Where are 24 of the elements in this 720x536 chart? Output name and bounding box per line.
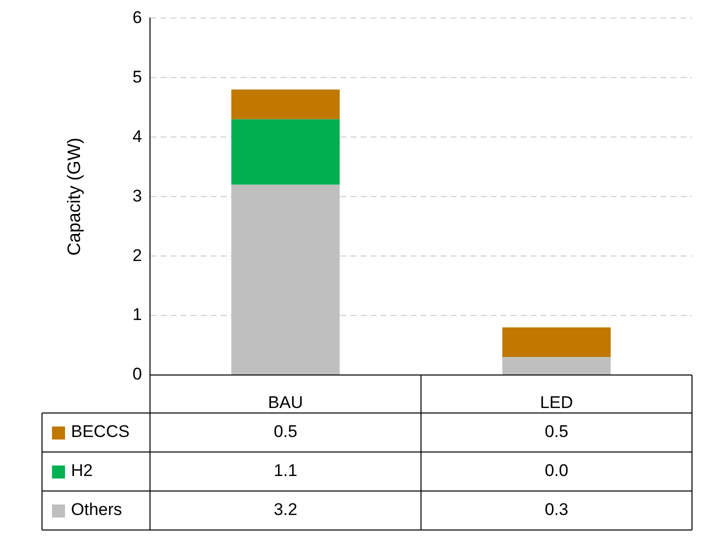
data-label: 0.3 — [544, 500, 568, 520]
y-tick-label: 6 — [132, 8, 142, 27]
x-tick-label: BAU — [268, 392, 303, 412]
bar — [231, 119, 340, 185]
legend-label: H2 — [71, 461, 93, 480]
data-label: 3.2 — [274, 500, 298, 520]
data-label: 0.0 — [544, 461, 568, 480]
bar — [231, 184, 340, 374]
y-tick-label: 3 — [132, 186, 142, 206]
y-tick-label: 5 — [132, 67, 142, 86]
legend-label: BECCS — [71, 422, 130, 442]
y-tick-label: 2 — [132, 246, 142, 265]
y-tick-label: 4 — [132, 126, 142, 146]
y-tick-label: 0 — [132, 364, 142, 384]
bar — [502, 327, 611, 358]
data-label: 0.5 — [544, 422, 568, 442]
y-tick-label: 1 — [132, 305, 142, 324]
bar — [502, 357, 611, 374]
data-label: 1.1 — [274, 461, 298, 480]
data-label: 0.5 — [274, 422, 298, 442]
legend-label: Others — [71, 500, 122, 520]
y-axis-title: Capacity (GW) — [64, 138, 84, 256]
bar — [231, 90, 340, 120]
x-tick-label: LED — [540, 392, 574, 412]
